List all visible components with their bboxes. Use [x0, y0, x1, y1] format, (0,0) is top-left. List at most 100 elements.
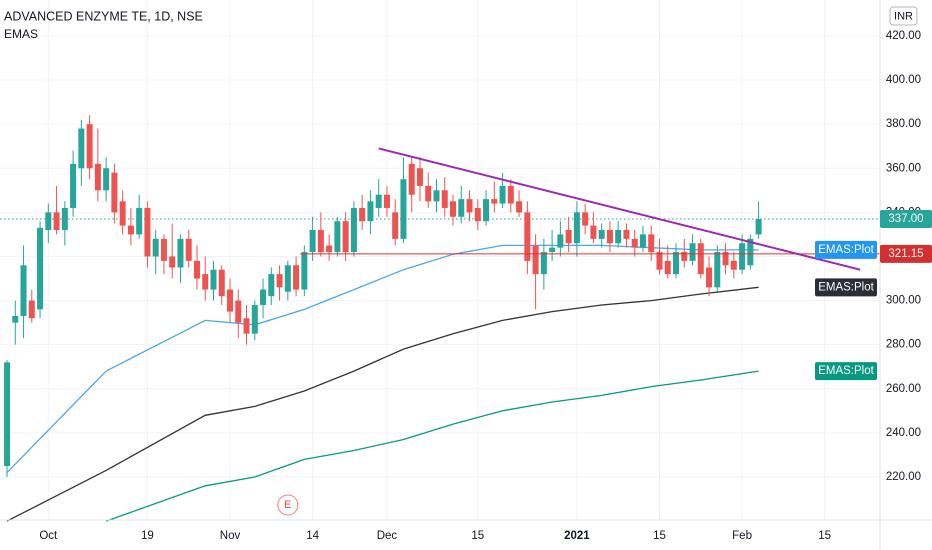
candle-body — [152, 238, 159, 257]
y-tick-label: 360.00 — [886, 162, 921, 174]
currency-box[interactable] — [889, 6, 918, 26]
candle-body — [136, 207, 143, 235]
candle-body — [61, 207, 68, 231]
candle-body — [28, 300, 35, 319]
candle-body — [540, 252, 547, 275]
candle-body — [615, 230, 622, 244]
candle-body — [301, 252, 308, 290]
candle-body — [160, 238, 167, 261]
candle-body — [342, 221, 349, 253]
candle-body — [350, 207, 357, 253]
candle-body — [243, 318, 250, 334]
hline-price-label: 321.15 — [888, 248, 923, 260]
candle-body — [450, 201, 457, 217]
candle-body — [474, 207, 481, 222]
candle-body — [730, 260, 737, 270]
x-tick-label: 15 — [471, 530, 484, 542]
ema-line — [6, 286, 759, 522]
ema-line — [105, 370, 759, 522]
candle-body — [516, 201, 523, 213]
candle-body — [706, 267, 713, 288]
candle-body — [400, 179, 407, 239]
candle-body — [375, 194, 382, 208]
candle-body — [606, 230, 613, 244]
x-tick-label: 19 — [141, 530, 154, 542]
candle-body — [664, 260, 671, 275]
candle-body — [590, 225, 597, 239]
candle-body — [573, 212, 580, 244]
legend-label: EMAS:Plot — [818, 281, 874, 293]
candle-body — [639, 234, 646, 248]
y-tick-label: 220.00 — [886, 471, 921, 483]
candle-body — [565, 230, 572, 244]
y-tick-label: 260.00 — [886, 383, 921, 395]
candle-body — [127, 225, 134, 235]
candle-body — [722, 252, 729, 266]
candle-body — [631, 238, 638, 248]
candle-body — [111, 172, 118, 213]
candle-body — [483, 199, 490, 222]
symbol-title: ADVANCED ENZYME TE, 1D, NSE — [4, 9, 203, 23]
candle-body — [755, 218, 762, 235]
candle-body — [12, 316, 19, 323]
candle-body — [507, 185, 514, 204]
candle-body — [144, 207, 151, 257]
candle-body — [557, 234, 564, 248]
indicator-name: EMAS — [4, 27, 38, 41]
candle-body — [218, 269, 225, 297]
candle-body — [466, 199, 473, 213]
candle-body — [549, 247, 556, 253]
candle-body — [210, 269, 217, 290]
legend-label-box — [815, 362, 877, 381]
currency[interactable]: INR — [894, 10, 913, 22]
x-tick-label: 15 — [818, 530, 831, 542]
y-tick-label: 240.00 — [886, 427, 921, 439]
candle-body — [37, 227, 44, 310]
x-tick-label: 2021 — [564, 530, 590, 542]
candle-body — [532, 245, 539, 275]
legend-label-box — [815, 240, 877, 259]
candle-body — [441, 190, 448, 208]
candle-body — [697, 243, 704, 275]
y-tick-label: 420.00 — [886, 30, 921, 42]
candle-body — [94, 163, 101, 191]
candle-body — [673, 252, 680, 275]
candle-body — [260, 289, 267, 305]
event-label[interactable]: E — [284, 499, 291, 511]
hline-price-label-box — [880, 244, 932, 263]
candle-body — [416, 168, 423, 186]
x-tick-label: Feb — [732, 530, 752, 542]
candle-body — [86, 124, 93, 169]
candle-body — [491, 199, 498, 204]
event-marker[interactable]: E — [277, 494, 299, 516]
candle-body — [499, 185, 506, 204]
candle-body — [334, 221, 341, 253]
trend-line — [378, 147, 861, 271]
candle-body — [103, 168, 110, 191]
candle-body — [276, 274, 283, 288]
candle-body — [383, 194, 390, 208]
candle-body — [268, 274, 275, 297]
candle-body — [235, 300, 242, 323]
x-tick-label: 15 — [653, 530, 666, 542]
candle-body — [689, 243, 696, 261]
candle-body — [524, 212, 531, 261]
last-price-label: 337.00 — [888, 213, 923, 225]
candle-body — [425, 185, 432, 202]
candle-body — [70, 163, 77, 208]
candle-body — [392, 212, 399, 239]
candle-body — [169, 256, 176, 268]
candle-body — [202, 274, 209, 290]
candle-body — [656, 252, 663, 270]
candle-body — [408, 163, 415, 195]
candle-body — [193, 260, 200, 279]
candle-body — [78, 128, 85, 169]
event-circle[interactable] — [277, 494, 299, 516]
candle-body — [648, 234, 655, 253]
candle-body — [739, 243, 746, 270]
x-tick-label: Dec — [377, 530, 398, 542]
candle-body — [326, 245, 333, 253]
candle-body — [45, 212, 52, 231]
